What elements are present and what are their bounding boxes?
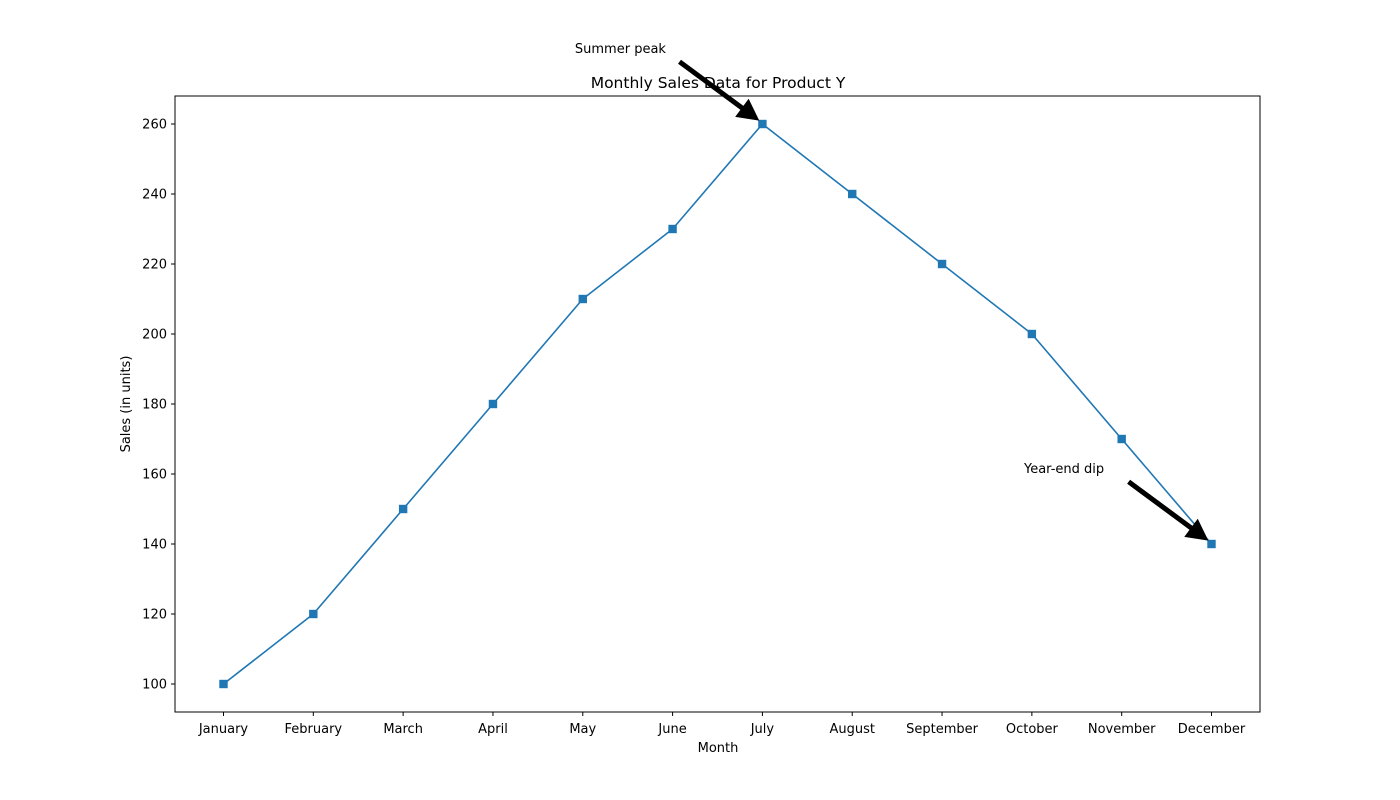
- y-tick-label: 200: [142, 328, 167, 343]
- x-tick-label: April: [478, 722, 508, 737]
- x-tick-label: November: [1088, 722, 1156, 737]
- series-line: [223, 123, 1213, 685]
- chart-title: Monthly Sales Data for Product Y: [591, 74, 846, 92]
- x-axis: January February March April May June July Augu…: [198, 712, 1246, 737]
- annotation-summer-peak-label: Summer peak: [575, 42, 667, 57]
- data-point-october: [1027, 329, 1037, 339]
- y-tick-label: 260: [142, 118, 167, 133]
- y-tick-label: 220: [142, 258, 167, 273]
- annotation-summer-peak-arrow: [678, 59, 760, 121]
- data-point-september: [937, 259, 947, 269]
- x-tick-label: May: [569, 722, 596, 737]
- data-point-may: [578, 294, 587, 304]
- y-tick-label: 120: [142, 608, 167, 623]
- x-tick-label: September: [906, 722, 979, 737]
- y-tick-label: 180: [142, 398, 167, 413]
- y-axis-title: Sales (in units): [119, 356, 134, 453]
- data-point-january: [219, 679, 228, 689]
- plot-area-frame: [174, 95, 1261, 713]
- x-tick-label: January: [198, 722, 249, 737]
- y-tick-label: 100: [142, 678, 167, 693]
- y-tick-label: 160: [142, 468, 167, 483]
- x-tick-label: December: [1178, 722, 1246, 737]
- data-point-february: [309, 609, 318, 619]
- data-point-august: [848, 189, 857, 199]
- data-point-november: [1117, 434, 1126, 444]
- x-tick-label: February: [285, 722, 343, 737]
- x-tick-label: June: [657, 722, 686, 737]
- x-tick-label: August: [829, 722, 875, 737]
- data-point-march: [398, 504, 408, 514]
- y-tick-label: 140: [142, 538, 167, 553]
- annotation-year-end-dip-label: Year-end dip: [1023, 462, 1104, 477]
- x-axis-title: Month: [698, 741, 739, 756]
- data-point-april: [488, 399, 498, 409]
- x-tick-label: July: [750, 722, 775, 737]
- x-tick-label: March: [383, 722, 423, 737]
- y-tick-label: 240: [142, 188, 167, 203]
- y-axis: 100 120 140 160 180 200 220 240 260: [142, 118, 175, 693]
- series-layer: [219, 119, 1216, 689]
- annotation-layer: Summer peak Year-end dip: [575, 42, 1209, 541]
- data-point-june: [668, 224, 677, 234]
- data-point-december: [1207, 539, 1216, 549]
- annotation-year-end-dip-arrow: [1127, 479, 1209, 541]
- x-tick-label: October: [1006, 722, 1059, 737]
- data-point-july: [758, 119, 767, 129]
